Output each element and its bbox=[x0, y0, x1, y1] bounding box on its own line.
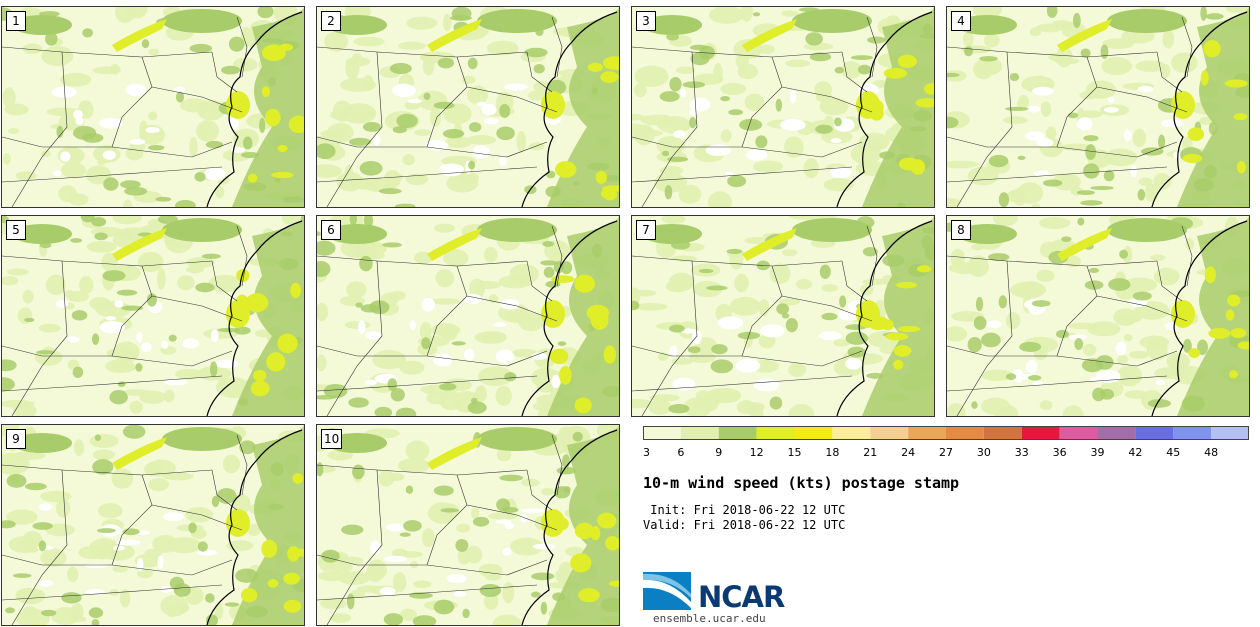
colorbar-frame bbox=[643, 426, 1249, 440]
colorbar-tick: 45 bbox=[1166, 446, 1181, 459]
colorbar-tick: 42 bbox=[1128, 446, 1143, 459]
ensemble-member-map: 4 bbox=[946, 6, 1250, 208]
colorbar-segment bbox=[1097, 426, 1136, 440]
member-number-label: 8 bbox=[951, 220, 971, 240]
colorbar-tick-labels: 3 6 9 12 15 18 21 24 27 30 33 36 39 42 45 48 bbox=[643, 446, 1249, 460]
colorbar-segment bbox=[832, 426, 871, 440]
colorbar-tick: 27 bbox=[939, 446, 953, 459]
colorbar-tick: 12 bbox=[749, 446, 764, 459]
colorbar-segment bbox=[908, 426, 946, 440]
member-number-label: 4 bbox=[951, 11, 971, 31]
colorbar-segment bbox=[680, 426, 719, 440]
colorbar-tick: 6 bbox=[677, 446, 685, 459]
colorbar-tick: 3 bbox=[643, 446, 650, 459]
logo-url: ensemble.ucar.edu bbox=[653, 612, 766, 625]
colorbar-tick: 39 bbox=[1090, 446, 1105, 459]
ensemble-member-map: 9 bbox=[1, 424, 305, 626]
logo-text: NCAR bbox=[698, 580, 785, 614]
init-time: Init: Fri 2018-06-22 12 UTC bbox=[643, 503, 846, 517]
wind-speed-colorbar bbox=[643, 426, 1249, 440]
member-number-label: 10 bbox=[321, 429, 343, 449]
member-number-label: 7 bbox=[636, 220, 656, 240]
member-number-label: 6 bbox=[321, 220, 341, 240]
colorbar-tick: 21 bbox=[863, 446, 878, 459]
colorbar-tick: 30 bbox=[976, 446, 991, 459]
member-number-label: 2 bbox=[321, 11, 341, 31]
colorbar-segment bbox=[946, 426, 984, 440]
colorbar-segment bbox=[1211, 426, 1249, 440]
ensemble-member-map: 2 bbox=[316, 6, 620, 208]
chart-title: 10-m wind speed (kts) postage stamp bbox=[643, 474, 960, 492]
colorbar-tick: 33 bbox=[1014, 446, 1029, 459]
colorbar-segment bbox=[1173, 426, 1212, 440]
colorbar-tick: 9 bbox=[715, 446, 723, 459]
colorbar-segment bbox=[794, 426, 833, 440]
colorbar-segment bbox=[756, 426, 795, 440]
ensemble-member-map: 7 bbox=[631, 215, 935, 417]
colorbar-segment bbox=[1135, 426, 1174, 440]
colorbar-segment bbox=[983, 426, 1022, 440]
ensemble-member-map: 3 bbox=[631, 6, 935, 208]
colorbar-segment bbox=[1059, 426, 1098, 440]
member-number-label: 3 bbox=[636, 11, 656, 31]
ensemble-member-map: 5 bbox=[1, 215, 305, 417]
ensemble-member-map: 6 bbox=[316, 215, 620, 417]
colorbar-tick: 18 bbox=[825, 446, 840, 459]
ensemble-member-map: 8 bbox=[946, 215, 1250, 417]
colorbar-tick: 48 bbox=[1204, 446, 1219, 459]
colorbar-tick: 36 bbox=[1052, 446, 1067, 459]
member-number-label: 1 bbox=[6, 11, 26, 31]
colorbar-segment bbox=[643, 426, 681, 440]
colorbar-tick: 24 bbox=[901, 446, 916, 459]
valid-time: Valid: Fri 2018-06-22 12 UTC bbox=[643, 518, 846, 532]
colorbar-segment bbox=[718, 426, 757, 440]
colorbar-segment bbox=[870, 426, 909, 440]
ensemble-member-map: 1 bbox=[1, 6, 305, 208]
member-number-label: 9 bbox=[6, 429, 26, 449]
ensemble-member-map: 10 bbox=[316, 424, 620, 626]
colorbar-tick: 15 bbox=[787, 446, 802, 459]
colorbar-segment bbox=[1021, 426, 1060, 440]
member-number-label: 5 bbox=[6, 220, 26, 240]
ncar-logo-icon bbox=[643, 572, 691, 610]
